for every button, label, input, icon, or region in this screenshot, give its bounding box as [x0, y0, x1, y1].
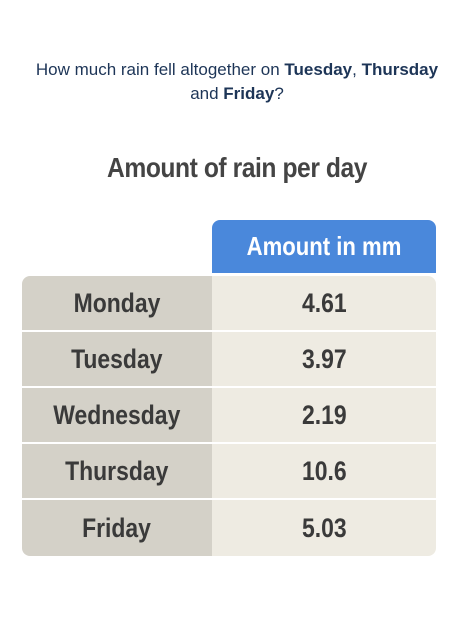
day-text: Tuesday [71, 343, 163, 374]
table-row: Friday 5.03 [22, 500, 436, 556]
question-text: , [352, 60, 362, 79]
day-text: Friday [82, 512, 152, 543]
amount-text: 2.19 [301, 399, 347, 430]
table-row: Wednesday 2.19 [22, 388, 436, 444]
day-text: Monday [73, 287, 161, 318]
day-cell: Thursday [22, 444, 212, 498]
table-row: Tuesday 3.97 [22, 332, 436, 388]
question-emphasis: Thursday [361, 60, 439, 79]
question-emphasis: Friday [223, 84, 275, 103]
question-text: ? [274, 84, 284, 103]
amount-text: 3.97 [301, 343, 347, 374]
day-cell: Tuesday [22, 332, 212, 386]
question-text: How much rain fell altogether on [35, 60, 285, 79]
header-cell: Amount in mm [212, 220, 436, 273]
amount-cell: 3.97 [212, 332, 436, 386]
amount-text: 10.6 [301, 455, 347, 486]
table: Monday 4.61 Tuesday 3.97 Wednesday 2.19 Thursd… [22, 276, 436, 556]
question: How much rain fell altogether on Tuesday… [27, 58, 447, 106]
amount-cell: 2.19 [212, 388, 436, 442]
day-text: Wednesday [53, 399, 181, 430]
table-title: Amount of rain per day [106, 152, 368, 183]
day-cell: Wednesday [22, 388, 212, 442]
amount-cell: 5.03 [212, 500, 436, 556]
amount-text: 5.03 [301, 512, 347, 543]
amount-text: 4.61 [301, 287, 347, 318]
amount-cell: 10.6 [212, 444, 436, 498]
amount-cell: 4.61 [212, 276, 436, 330]
header-text: Amount in mm [246, 231, 402, 261]
question-text: and [190, 84, 224, 103]
table-row: Thursday 10.6 [22, 444, 436, 500]
day-cell: Monday [22, 276, 212, 330]
question-emphasis: Tuesday [284, 60, 353, 79]
table-row: Monday 4.61 [22, 276, 436, 332]
day-cell: Friday [22, 500, 212, 556]
day-text: Thursday [65, 455, 169, 486]
